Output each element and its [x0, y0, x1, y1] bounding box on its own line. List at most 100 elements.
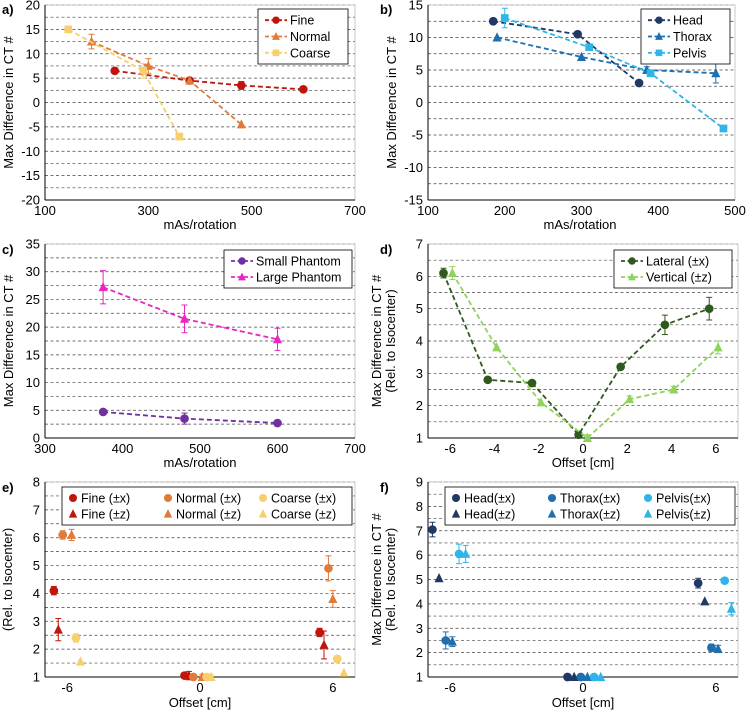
data-point	[332, 654, 342, 664]
y-tick-label: -10	[21, 144, 40, 159]
data-point	[585, 43, 594, 52]
legend-label: Coarse (±z)	[271, 508, 336, 522]
legend-item: Lateral (±x)	[621, 255, 709, 269]
legend-item: Normal	[265, 30, 330, 44]
series-Thorax	[492, 32, 721, 84]
y-axis-label: Max Difference in CT #	[0, 513, 1, 646]
x-tick-label: 400	[112, 441, 134, 456]
legend-label: Fine (±x)	[81, 492, 130, 506]
y-tick-label: 5	[416, 301, 423, 316]
legend-marker	[655, 32, 663, 40]
series-Lateral (±x)	[439, 267, 714, 440]
legend-item: Fine (±z)	[68, 508, 130, 522]
legend-marker	[643, 493, 653, 503]
legend-marker	[272, 32, 280, 40]
series-line	[442, 272, 710, 437]
legend: Head Thorax Pelvis	[640, 8, 731, 65]
series-Small Phantom	[98, 407, 282, 428]
legend-box	[61, 486, 353, 526]
panel-label: a)	[2, 2, 14, 17]
legend-box	[223, 249, 353, 289]
data-point	[669, 384, 679, 394]
y-tick-label: 5	[416, 572, 423, 587]
y-axis-label: Max Difference in CT #	[369, 274, 384, 407]
legend-item: Pelvis(±z)	[643, 508, 711, 522]
legend-label: Fine (±z)	[81, 508, 130, 522]
data-point	[180, 414, 189, 423]
data-point	[447, 636, 457, 646]
legend-label: Head(±x)	[464, 492, 515, 506]
x-tick-label: 6	[712, 441, 719, 456]
series-Pelvis(±z)	[461, 544, 736, 681]
panel-c: 0 5 10 15 20 25 30 35 300 400 500 600 700 mAs/rotatio…	[1, 237, 366, 471]
legend-marker	[68, 493, 78, 503]
data-point	[434, 573, 444, 583]
series-Vertical (±z)	[447, 266, 723, 442]
data-point	[315, 628, 324, 637]
x-axis-label: mAs/rotation	[164, 455, 237, 470]
data-point	[576, 51, 587, 61]
legend-marker	[451, 493, 461, 503]
legend-item: Head	[648, 14, 703, 28]
y-tick-label: 2	[416, 645, 423, 660]
panel-f: 1 2 3 4 5 6 7 8 9 -6 0 6 Offset [cm] Max Difference i…	[369, 475, 739, 710]
data-point	[660, 320, 670, 330]
x-axis-label: mAs/rotation	[164, 217, 237, 232]
legend-item: Thorax	[648, 30, 713, 44]
y-tick-label: 10	[26, 46, 40, 61]
legend-label: Thorax	[673, 30, 713, 44]
series-Thorax(±z)	[447, 636, 723, 681]
data-point	[563, 672, 572, 682]
panel-label: d)	[380, 242, 392, 257]
x-axis-label: Offset [cm]	[552, 695, 615, 710]
data-point	[98, 407, 108, 417]
y-axis-label: Max Difference in CT #	[1, 274, 16, 407]
data-point	[704, 304, 714, 314]
data-point	[719, 124, 728, 133]
y-axis-label: Max Difference in CT #	[384, 36, 399, 169]
series-Head(±x)	[428, 521, 703, 682]
legend-box	[613, 249, 733, 289]
series-Pelvis	[500, 7, 728, 133]
data-point	[441, 636, 451, 645]
data-point	[236, 81, 246, 90]
y-tick-label: 20	[26, 0, 40, 13]
data-point	[488, 16, 498, 26]
data-point	[272, 334, 283, 344]
panel-d: 1 2 3 4 5 6 7 -6 -4 -2 0 2 4 6 Offset [cm] Max Differen…	[369, 237, 739, 470]
x-tick-label: 500	[189, 441, 211, 456]
data-point	[49, 586, 59, 595]
y-tick-label: -10	[404, 160, 423, 175]
data-point	[64, 25, 73, 34]
y-tick-label: 15	[26, 22, 40, 37]
y-tick-label: 15	[409, 0, 423, 13]
x-tick-label: -2	[533, 441, 545, 456]
panel-label: e)	[2, 480, 14, 495]
legend-marker	[451, 509, 461, 518]
legend-label: Normal (±z)	[176, 508, 241, 522]
legend-item: Head(±x)	[451, 492, 515, 506]
y-tick-label: 0	[416, 95, 423, 110]
y-tick-label: 8	[33, 475, 40, 490]
y-tick-label: 5	[416, 63, 423, 78]
x-tick-label: 0	[579, 680, 586, 695]
legend-marker	[238, 257, 246, 265]
y-tick-label: 7	[416, 237, 423, 252]
y-tick-label: 6	[416, 269, 423, 284]
x-tick-label: -4	[489, 441, 501, 456]
legend-label: Pelvis(±z)	[656, 508, 711, 522]
data-point	[428, 525, 437, 534]
data-point	[53, 624, 63, 634]
y-tick-label: 15	[26, 347, 40, 362]
data-point	[596, 671, 606, 681]
data-point	[454, 549, 464, 559]
legend-item: Small Phantom	[231, 255, 341, 269]
legend-item: Pelvis	[648, 46, 706, 60]
y-tick-label: 0	[33, 95, 40, 110]
legend-label: Head(±z)	[464, 508, 515, 522]
legend-marker	[655, 16, 663, 24]
data-point	[67, 529, 77, 539]
data-point	[328, 593, 338, 603]
legend-label: Vertical (±z)	[646, 271, 712, 285]
legend-marker	[238, 272, 246, 281]
